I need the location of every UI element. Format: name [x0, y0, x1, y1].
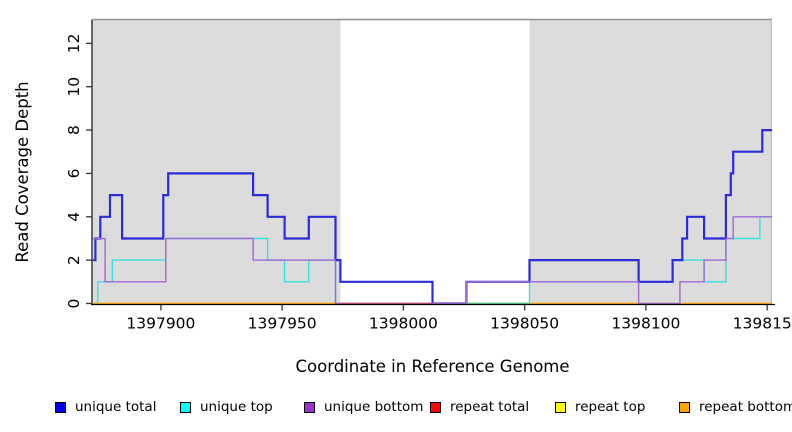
repeat-top-swatch-icon	[555, 401, 566, 413]
unique-bottom-swatch-icon	[304, 401, 315, 413]
repeat-total-swatch-icon	[430, 401, 441, 413]
series-unique-total	[93, 129, 772, 305]
y-axis-title: Read Coverage Depth	[13, 81, 32, 263]
x-tick-label: 1398000	[369, 315, 438, 333]
y-tick-label: 12	[65, 33, 83, 53]
y-tick-label: 8	[65, 125, 83, 135]
x-tick-label: 1397900	[126, 315, 195, 333]
x-tick-label: 1398050	[490, 315, 559, 333]
legend-label: repeat total	[450, 399, 530, 415]
legend-item-unique-top: unique top	[180, 398, 273, 416]
y-tick-label: 4	[65, 212, 83, 222]
legend-item-repeat-bottom: repeat bottom	[679, 398, 792, 416]
series-unique-bottom	[93, 216, 772, 305]
legend-item-unique-bottom: unique bottom	[304, 398, 423, 416]
legend-label: unique top	[200, 399, 273, 415]
unique-top-swatch-icon	[180, 401, 191, 413]
x-tick-label: 1397950	[248, 315, 317, 333]
y-tick-label: 2	[65, 255, 83, 265]
legend-label: unique total	[75, 399, 157, 415]
unique-total-swatch-icon	[55, 401, 66, 413]
legend-label: repeat top	[575, 399, 646, 415]
legend-label: repeat bottom	[699, 399, 792, 415]
legend-item-repeat-total: repeat total	[430, 398, 529, 416]
legend-item-unique-total: unique total	[55, 398, 156, 416]
repeat-region-shading	[529, 19, 772, 305]
y-tick-label: 6	[65, 168, 83, 178]
y-tick-label: 10	[65, 77, 83, 97]
x-axis-title: Coordinate in Reference Genome	[295, 357, 570, 376]
x-tick-label: 1398100	[611, 315, 680, 333]
repeat-bottom-swatch-icon	[679, 401, 690, 413]
repeat-region-shading	[93, 19, 341, 305]
legend-item-repeat-top: repeat top	[555, 398, 645, 416]
y-tick-label: 0	[65, 299, 83, 309]
legend-label: unique bottom	[324, 399, 424, 415]
legend: unique total unique top unique bottom re…	[0, 398, 792, 420]
